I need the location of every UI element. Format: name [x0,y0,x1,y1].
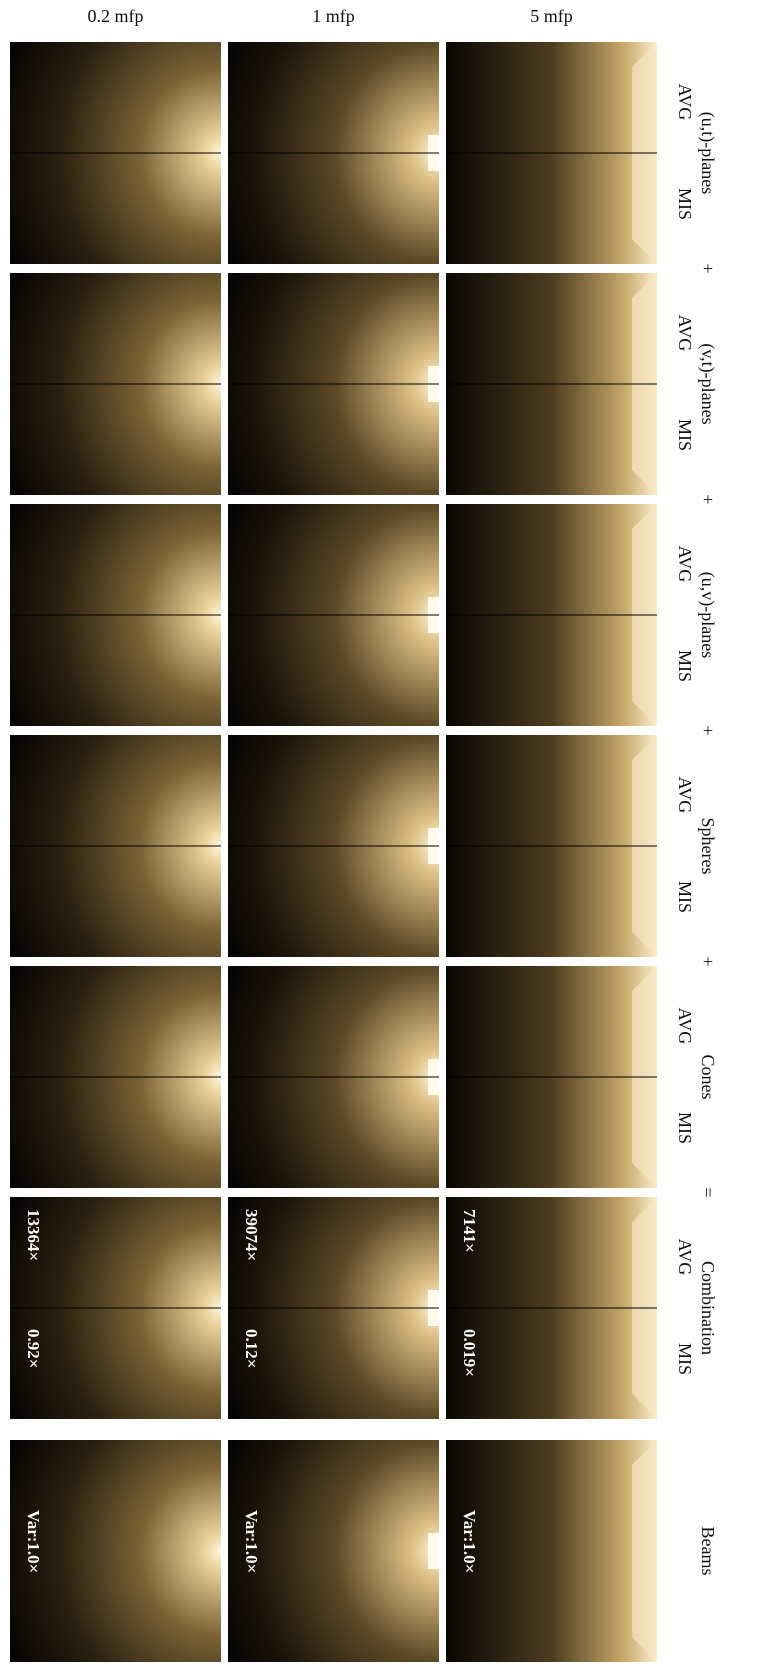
speedup-label: 0.12× [242,1329,261,1368]
avg-label: AVG [675,1239,695,1276]
row-label: (u,v)-planes [697,572,718,658]
operator: + [698,494,718,504]
column-header: 5 mfp [530,6,573,26]
operator: = [698,1187,718,1197]
row-label: Spheres [698,818,718,875]
speedup-label: 0.92× [24,1329,43,1368]
operator: + [698,263,718,273]
variance-label: Var:1.0× [24,1510,43,1573]
row-label: Cones [698,1055,718,1100]
row-label: (u,t)-planes [697,112,718,194]
mis-label: MIS [675,1112,695,1144]
speedup-label: 0.019× [460,1329,479,1377]
mis-label: MIS [675,1343,695,1375]
speedup-label: 13364× [24,1209,43,1261]
row-label: Beams [698,1527,718,1576]
avg-label: AVG [675,315,695,352]
avg-label: AVG [675,777,695,814]
avg-label: AVG [675,1008,695,1045]
variance-label: Var:1.0× [242,1510,261,1573]
light-cone [632,1440,657,1662]
row-label: Combination [698,1261,718,1355]
variance-label: Var:1.0× [460,1510,479,1573]
avg-label: AVG [675,84,695,121]
operator: + [698,956,718,966]
speedup-label: 7141× [460,1209,479,1253]
mis-label: MIS [675,188,695,220]
column-header: 0.2 mfp [88,6,144,26]
operator: + [698,725,718,735]
mis-label: MIS [675,881,695,913]
mis-label: MIS [675,419,695,451]
figure: 0.2 mfp1 mfp5 mfp(u,t)-planesAVGMIS(v,t)… [0,0,761,1668]
avg-label: AVG [675,546,695,583]
speedup-label: 39074× [242,1209,261,1261]
column-header: 1 mfp [312,6,355,26]
mis-label: MIS [675,650,695,682]
row-label: (v,t)-planes [697,343,718,424]
light-source [428,1533,439,1569]
